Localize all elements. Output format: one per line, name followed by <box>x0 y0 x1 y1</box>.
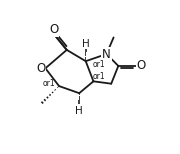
Text: H: H <box>75 106 83 116</box>
Text: N: N <box>102 48 111 61</box>
Text: or1: or1 <box>92 60 105 69</box>
Text: O: O <box>36 62 45 75</box>
Text: or1: or1 <box>92 72 105 81</box>
Text: or1: or1 <box>42 79 55 88</box>
Text: O: O <box>136 59 146 72</box>
Text: O: O <box>49 23 58 36</box>
Text: H: H <box>82 39 90 49</box>
